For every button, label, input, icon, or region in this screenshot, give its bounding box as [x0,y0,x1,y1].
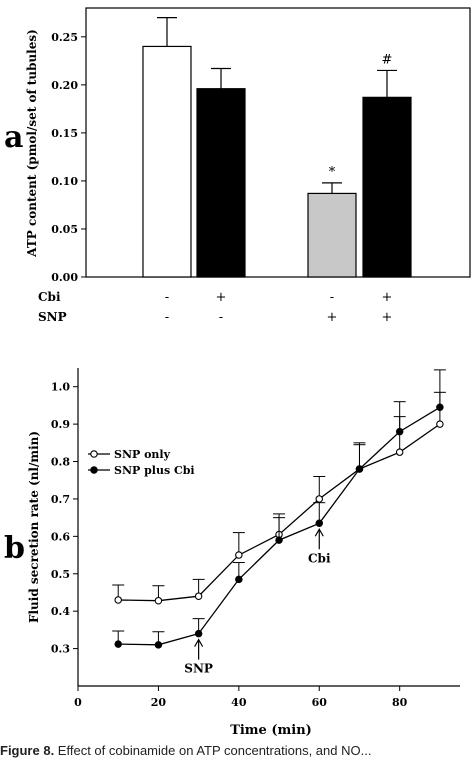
panel-a-y-ticks: 0.00 0.05 0.10 0.15 0.20 0.25 [51,31,86,284]
panel-a-row-label: Cbi [38,290,61,304]
panel-b-x-tick-label: 0 [74,696,82,709]
panel-a-bar [142,45,192,278]
panel-b-y-tick-label: 1.0 [51,381,70,394]
panel-a-row-symbol: - [330,290,334,305]
panel-b-y-tick-label: 0.4 [51,605,70,618]
panel-b-annotation-label: Cbi [308,551,331,565]
panel-b-data-point [194,592,203,600]
panel-b-x-tick-label: 40 [231,696,247,709]
panel-b-data-point [436,403,444,412]
panel-a-significance-mark: * [329,165,336,180]
panel-b-data-point [154,596,163,605]
panel-b-annotation-arrowhead [314,528,324,537]
panel-b-x-ticks: 0 20 40 60 80 [74,686,408,709]
panel-b-annotation-arrowhead [194,638,204,647]
panel-b-y-axis-label: Fluid secretion rate (nl/min) [27,431,41,623]
panel-b: b Fluid secretion rate (nl/min) Time (mi… [4,368,460,738]
panel-b-data-point [315,495,324,503]
panel-a-row-symbol: + [382,310,393,325]
panel-b-data-point [194,629,203,638]
panel-b-x-tick-label: 80 [392,696,408,709]
panel-b-y-tick-label: 0.5 [51,568,70,581]
panel-b-legend-marker [90,466,98,474]
caption-label: Figure 8. [0,743,55,758]
panel-a-bar [362,96,412,278]
panel-b-y-tick-label: 0.6 [51,530,70,543]
caption-text: Effect of cobinamide on ATP concentratio… [54,743,372,758]
panel-b-annotation-label: SNP [184,662,213,676]
panel-a-row-symbol: + [216,290,227,305]
panel-b-series [112,369,446,649]
panel-a-row-symbol: - [219,310,223,325]
panel-a-y-axis-label: ATP content (pmol/set of tubules) [25,29,39,258]
panel-a-y-tick-label: 0.00 [51,271,78,284]
panel-b-legend: SNP only SNP plus Cbi [88,448,195,477]
panel-b-data-point [114,596,122,604]
panel-a-bar [307,192,357,278]
panel-a-row-symbol: + [327,310,338,325]
panel-a-row-symbol: - [165,310,169,325]
panel-b-data-point [114,640,122,648]
panel-a-plot-frame [85,7,471,278]
panel-a-row-symbol: + [382,290,393,305]
panel-a-y-tick-label: 0.25 [51,31,78,44]
panel-b-annotations: SNP Cbi [184,528,331,676]
panel-b-y-tick-label: 0.9 [51,418,70,431]
panel-a-row-label: SNP [38,310,67,324]
panel-a-row-symbol: - [165,290,169,305]
panel-b-data-point [315,519,324,528]
panel-b-x-tick-label: 20 [151,696,167,709]
panel-b-data-point [436,420,444,428]
panel-b-label: b [4,531,25,566]
panel-b-y-ticks: 0.3 0.4 0.5 0.6 0.7 0.8 0.9 1.0 [51,381,78,656]
panel-b-data-point [395,427,404,436]
panel-b-legend-label: SNP plus Cbi [114,464,195,477]
panel-b-data-point [275,536,283,544]
panel-a-y-tick-label: 0.15 [51,127,78,140]
panel-a-bar [196,88,246,278]
panel-a-label: a [4,120,23,155]
panel-a: a ATP content (pmol/set of tubules) 0.00… [4,7,471,325]
panel-b-data-point [235,575,243,584]
panel-b-legend-label: SNP only [114,448,171,461]
panel-a-y-tick-label: 0.10 [51,175,78,188]
panel-b-data-point [355,465,364,473]
panel-a-treatment-rows: Cbi - + - + SNP - - + + [38,290,392,325]
panel-a-bars: *# [142,17,412,278]
panel-b-y-tick-label: 0.7 [51,493,70,506]
panel-b-y-tick-label: 0.3 [51,643,70,656]
panel-b-data-point [235,551,243,559]
figure-caption: Figure 8. Effect of cobinamide on ATP co… [0,743,474,759]
panel-a-y-tick-label: 0.20 [51,79,78,92]
panel-b-data-point [395,448,404,456]
panel-b-x-tick-label: 60 [312,696,328,709]
panel-b-x-axis-label: Time (min) [230,723,312,738]
panel-b-data-point [154,641,163,649]
panel-b-y-tick-label: 0.8 [51,456,70,469]
panel-a-significance-mark: # [382,52,393,67]
panel-b-legend-marker [90,450,98,458]
panel-a-y-tick-label: 0.05 [51,223,78,236]
